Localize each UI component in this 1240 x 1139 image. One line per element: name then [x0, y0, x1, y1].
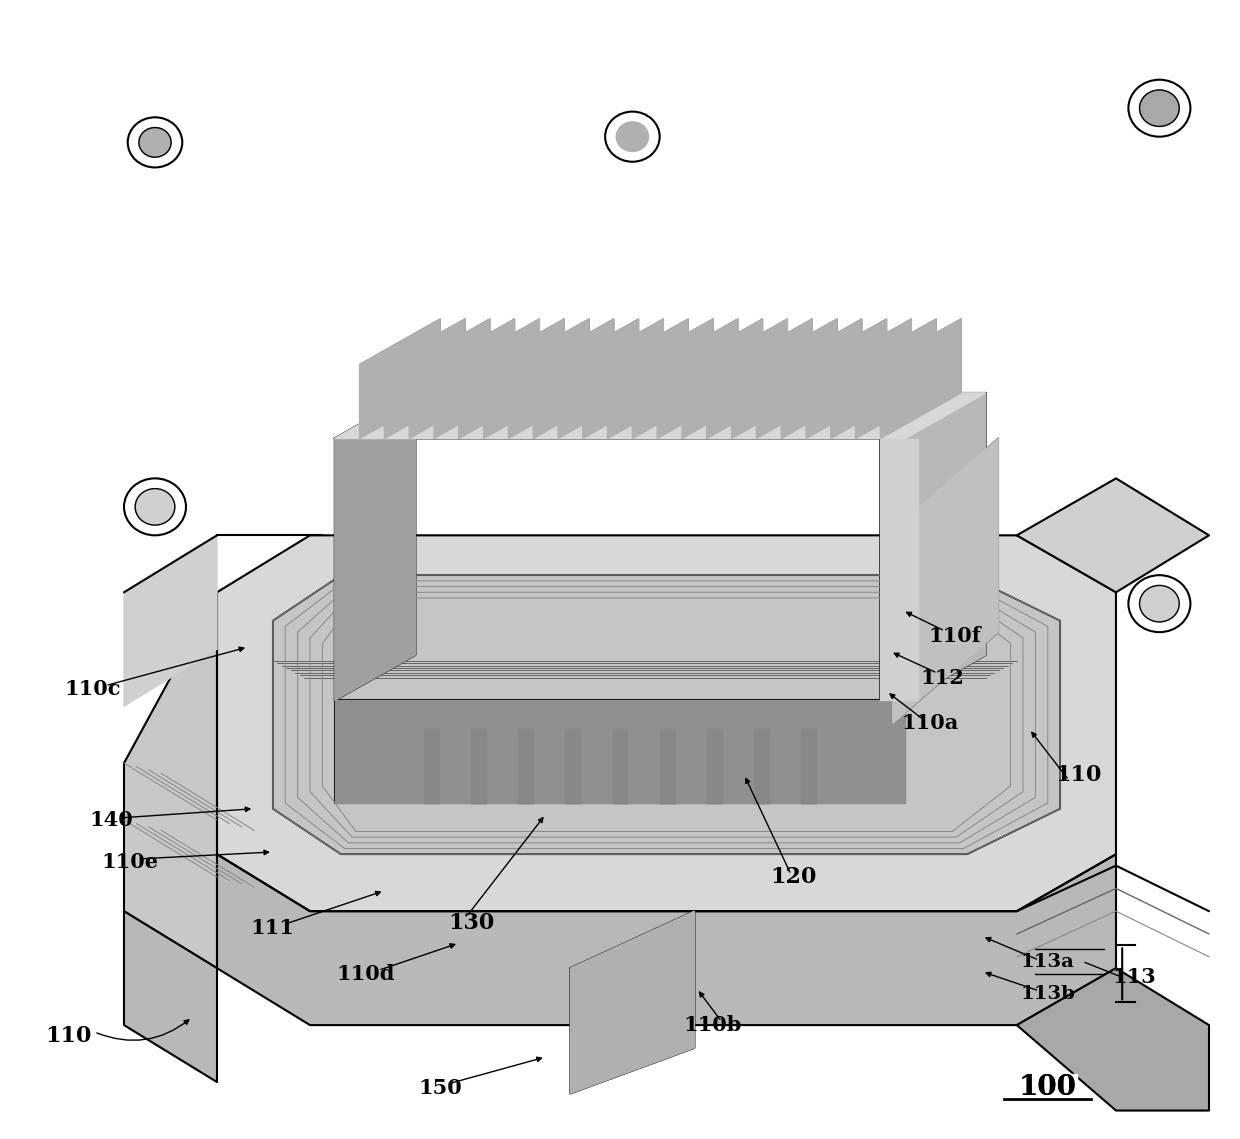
Polygon shape — [856, 319, 936, 439]
Polygon shape — [905, 393, 986, 700]
Polygon shape — [806, 319, 887, 439]
Polygon shape — [384, 319, 465, 439]
Polygon shape — [632, 319, 713, 439]
Polygon shape — [459, 319, 539, 439]
Text: 110b: 110b — [683, 1015, 743, 1035]
Polygon shape — [565, 729, 580, 803]
Polygon shape — [893, 439, 998, 723]
Text: 120: 120 — [770, 866, 817, 888]
Text: 110d: 110d — [336, 964, 396, 984]
Polygon shape — [1017, 478, 1209, 592]
Polygon shape — [657, 319, 738, 439]
Polygon shape — [424, 729, 439, 803]
Polygon shape — [682, 319, 763, 439]
Polygon shape — [880, 439, 918, 700]
Circle shape — [139, 128, 171, 157]
Polygon shape — [570, 911, 694, 1093]
Polygon shape — [335, 393, 986, 439]
Polygon shape — [217, 854, 1116, 1025]
Circle shape — [616, 122, 649, 151]
Circle shape — [1140, 90, 1179, 126]
Text: 113b: 113b — [1021, 985, 1075, 1003]
Polygon shape — [608, 319, 688, 439]
Polygon shape — [518, 729, 533, 803]
Text: 110c: 110c — [64, 679, 122, 699]
Polygon shape — [124, 535, 217, 706]
Polygon shape — [756, 319, 837, 439]
Text: 140: 140 — [89, 810, 134, 830]
Polygon shape — [434, 319, 515, 439]
Text: 100: 100 — [1019, 1074, 1076, 1101]
Polygon shape — [732, 319, 812, 439]
Polygon shape — [781, 319, 862, 439]
Polygon shape — [707, 319, 787, 439]
Text: 112: 112 — [920, 667, 965, 688]
Text: 110: 110 — [1055, 763, 1102, 786]
Polygon shape — [583, 319, 663, 439]
Polygon shape — [613, 729, 627, 803]
Polygon shape — [558, 319, 639, 439]
Text: 111: 111 — [250, 918, 295, 939]
Polygon shape — [471, 729, 486, 803]
Text: 113a: 113a — [1021, 953, 1075, 972]
Polygon shape — [124, 911, 217, 1082]
Polygon shape — [360, 319, 440, 439]
Polygon shape — [880, 319, 961, 439]
Text: 130: 130 — [448, 911, 495, 934]
Polygon shape — [660, 729, 675, 803]
Polygon shape — [1017, 968, 1209, 1111]
Text: 100: 100 — [1019, 1074, 1076, 1101]
Polygon shape — [484, 319, 564, 439]
Polygon shape — [831, 319, 911, 439]
Text: 110a: 110a — [901, 713, 959, 734]
Polygon shape — [335, 393, 415, 700]
Text: 110: 110 — [45, 1025, 92, 1048]
Polygon shape — [217, 535, 1116, 911]
Polygon shape — [801, 729, 816, 803]
Polygon shape — [335, 700, 905, 803]
Text: 113: 113 — [1112, 967, 1157, 988]
Polygon shape — [273, 575, 1060, 854]
Text: 100: 100 — [1019, 1074, 1076, 1101]
Text: 150: 150 — [418, 1077, 463, 1098]
Polygon shape — [533, 319, 614, 439]
Polygon shape — [124, 592, 217, 968]
Polygon shape — [707, 729, 722, 803]
Text: 110f: 110f — [929, 625, 981, 646]
Polygon shape — [409, 319, 490, 439]
Polygon shape — [508, 319, 589, 439]
Polygon shape — [335, 393, 986, 439]
Circle shape — [1140, 585, 1179, 622]
Polygon shape — [754, 729, 769, 803]
Text: 110e: 110e — [102, 852, 159, 872]
Circle shape — [135, 489, 175, 525]
